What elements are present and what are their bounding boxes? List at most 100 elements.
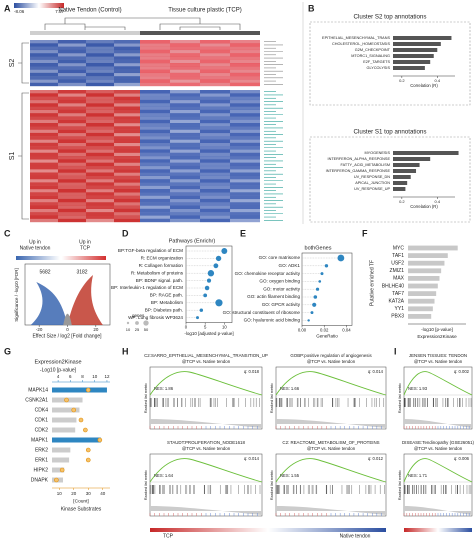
heatmap-cell [170, 136, 200, 140]
heatmap-cell [200, 218, 230, 223]
heatmap-cell [30, 56, 58, 60]
dot [320, 272, 324, 276]
heatmap-cell [200, 132, 230, 137]
heatmap-cell [114, 152, 140, 157]
heatmap-cell [30, 90, 58, 94]
heatmap-cell [86, 76, 114, 80]
bar [393, 42, 441, 46]
heatmap-cell [114, 126, 140, 130]
dot [215, 255, 222, 262]
heatmap-cell [200, 175, 230, 180]
heatmap-cell [200, 66, 230, 70]
dot [310, 311, 314, 315]
heatmap-cell [30, 43, 58, 47]
tick-label: 0 [66, 327, 69, 332]
heatmap-cell [230, 76, 260, 80]
source-label: Expression2Kinase [417, 334, 457, 339]
heatmap-cell [30, 162, 58, 167]
heatmap-cell [200, 40, 230, 44]
heatmap-cell [230, 56, 260, 60]
heatmap-cell [230, 195, 260, 200]
group-bar [30, 31, 140, 35]
heatmap-cell [86, 208, 114, 213]
heatmap-cell [58, 185, 86, 190]
heatmap-cell [140, 142, 170, 147]
heatmap-cell [200, 49, 230, 54]
heatmap-cell [200, 142, 230, 147]
heatmap-cell [30, 179, 58, 183]
heatmap-cell [200, 198, 230, 203]
heatmap-cell [30, 66, 58, 70]
heatmap-cell [140, 46, 170, 51]
heatmap-cell [30, 142, 58, 147]
row-dendrogram [18, 92, 29, 220]
heatmap-cell [58, 99, 86, 104]
heatmap-cell [200, 208, 230, 213]
heatmap-cell [58, 49, 86, 54]
group-title: Native Tendon (Control) [58, 8, 121, 14]
heatmap-cell [86, 139, 114, 143]
kinase-label: CDK2 [35, 427, 49, 433]
heatmap-cell [58, 192, 86, 196]
heatmap-cell [200, 189, 230, 193]
heatmap-cell [58, 182, 86, 186]
heatmap-cell [30, 40, 58, 44]
heatmap-cell [58, 90, 86, 94]
heatmap-cell [30, 119, 58, 124]
tf-label: ZMIZ1 [390, 268, 405, 274]
heatmap-cell [30, 59, 58, 64]
heatmap-cell [58, 103, 86, 107]
heatmap-cell [114, 109, 140, 114]
heatmap-cell [114, 72, 140, 77]
heatmap-cell [86, 49, 114, 54]
heatmap-cell [58, 119, 86, 124]
dot [196, 316, 199, 320]
heatmap-cell [86, 119, 114, 124]
term-label: BP: Interleukin-1 regulation of ECM [111, 285, 183, 290]
annotation-title: Cluster S2 top annotations [354, 14, 427, 21]
heatmap-cell [86, 90, 114, 94]
term-label: BP:TGF-beta regulation of ECM [118, 248, 183, 253]
heatmap-cell [200, 192, 230, 196]
heatmap-cell [30, 126, 58, 130]
heatmap-cell [230, 66, 260, 70]
heatmap-cell [230, 129, 260, 134]
dot [203, 293, 208, 298]
panel-letter: B [308, 3, 315, 13]
tick-label: 5 [204, 325, 207, 330]
plot-title: Pathways (Enrichr) [169, 238, 216, 244]
heatmap-cell [230, 116, 260, 120]
bar [52, 447, 71, 453]
legend-title: genes [132, 313, 145, 318]
heatmap-cell [86, 146, 114, 150]
heatmap-cell [200, 139, 230, 143]
bar [52, 407, 80, 413]
tick-label: -20 [36, 327, 43, 332]
heatmap-cell [140, 49, 170, 54]
heatmap-cell [200, 165, 230, 170]
legend-label: 25 [135, 327, 140, 332]
term-label: UV_RESPONSE_DN [354, 175, 390, 179]
heatmap-cell [200, 69, 230, 74]
nes-value: NES: 1.55 [280, 473, 300, 478]
q-value: q: 0.002 [454, 369, 470, 374]
q-value: q: 0.012 [368, 456, 384, 461]
heatmap-cell [170, 63, 200, 67]
heatmap-cell [86, 79, 114, 83]
axis-label: Ranked list metric [398, 383, 402, 413]
heatmap-cell [30, 69, 58, 74]
heatmap-cell [140, 93, 170, 97]
heatmap-cell [86, 169, 114, 173]
dot [215, 299, 223, 307]
heatmap-cell [58, 156, 86, 160]
heatmap-cell [30, 113, 58, 117]
direction-label: Native tendon [340, 533, 371, 539]
heatmap-cell [30, 149, 58, 153]
heatmap-cell [200, 152, 230, 157]
heatmap-cell [30, 152, 58, 157]
heatmap-cell [86, 205, 114, 209]
heatmap-cell [230, 208, 260, 213]
heatmap-cell [140, 79, 170, 83]
bar [52, 467, 65, 473]
